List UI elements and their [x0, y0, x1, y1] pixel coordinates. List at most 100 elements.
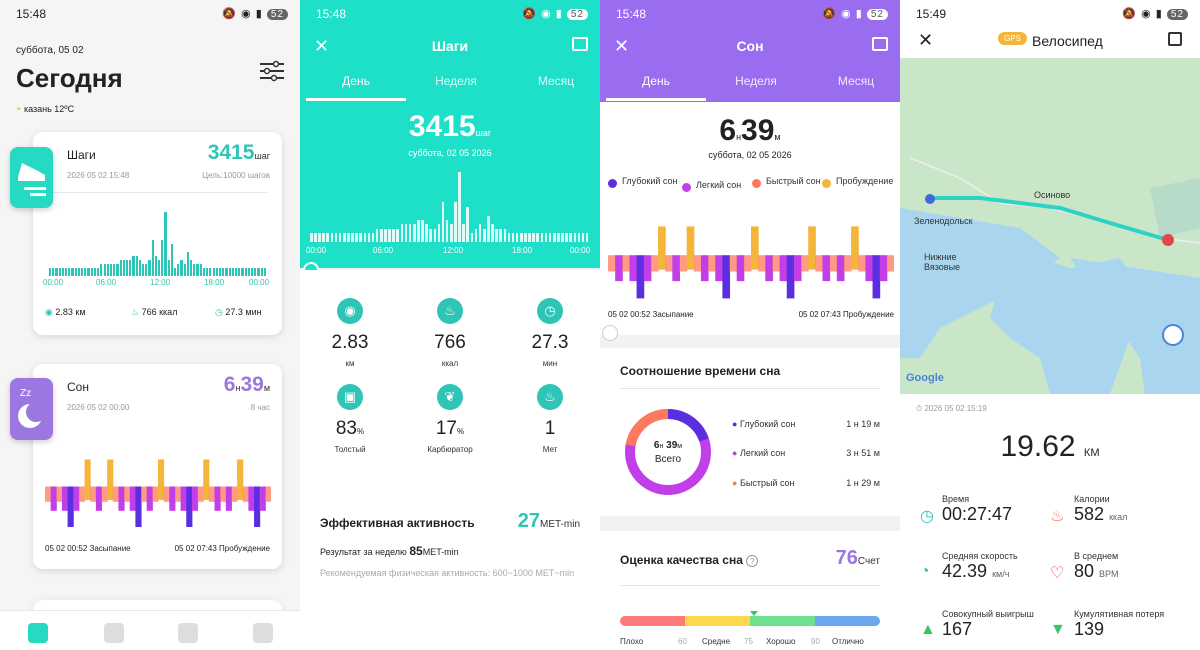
calendar-icon[interactable]	[872, 37, 888, 51]
dot-icon: ●	[732, 419, 738, 429]
step-bar	[254, 268, 257, 276]
step-bar	[470, 233, 474, 242]
bottom-nav	[0, 610, 300, 650]
ratio-row-rem: ● Быстрый сон 1 н 29 м	[732, 478, 880, 488]
step-bar	[202, 268, 206, 276]
settings-sliders-icon[interactable]	[260, 60, 284, 82]
steps-card[interactable]: Шаги 3415шаг 2026 05 02 15:48 Цель:10000…	[33, 132, 282, 335]
nav-sport-icon[interactable]	[104, 623, 124, 643]
nav-device-icon[interactable]	[178, 623, 198, 643]
step-bar	[49, 268, 52, 276]
step-bar	[119, 260, 122, 276]
ratio-row-deep: ● Глубокий сон 1 н 19 м	[732, 419, 880, 429]
tab-week[interactable]: Неделя	[435, 74, 477, 88]
tab-day[interactable]: День	[342, 74, 370, 88]
step-bar	[161, 240, 164, 276]
duration-stat: ◷ 27.3 мин	[215, 307, 262, 317]
heart-icon: ♡	[1050, 565, 1065, 582]
tab-month[interactable]: Месяц	[837, 74, 875, 88]
step-bar	[334, 233, 338, 242]
sleep-stage-bar	[815, 255, 823, 272]
weather-icon: ◓	[16, 104, 22, 114]
share-icon[interactable]	[1168, 32, 1182, 46]
sleep-stage-bar	[174, 486, 182, 502]
sleep-stage-bar	[135, 486, 142, 527]
close-icon[interactable]: ✕	[314, 36, 330, 56]
map-canvas	[900, 157, 1200, 394]
weather: ◓ казань 12ºC	[16, 104, 74, 114]
sleep-stage-bar	[237, 459, 244, 500]
quality-score: 76Счет	[835, 547, 880, 569]
sleep-stage-bar	[700, 255, 709, 282]
sleep-stage-bar	[56, 486, 63, 502]
screen-title: Сон	[736, 38, 764, 54]
step-bar	[77, 268, 81, 276]
sleep-stage-bar	[722, 255, 731, 299]
step-bar	[90, 268, 93, 276]
activity-panel: Эффективная активность 27MET-min Результ…	[300, 492, 600, 650]
week-result: Результат за неделю 85MET-min	[320, 544, 459, 558]
sleep-stage-bar	[779, 255, 788, 282]
divider	[49, 192, 267, 193]
calendar-icon[interactable]	[572, 37, 588, 51]
sleep-stage-bar	[107, 459, 114, 500]
step-bar	[97, 268, 100, 276]
legend-deep: Глубокий сон	[608, 176, 678, 188]
sleep-total: 6н39м	[719, 114, 781, 147]
tab-month[interactable]: Месяц	[537, 74, 575, 88]
step-bar	[330, 233, 334, 242]
sleep-stage-bar	[636, 255, 645, 299]
step-bar	[129, 260, 132, 276]
route-map[interactable]: Зеленодольск Осиново Нижние Вязовые Goog…	[900, 58, 1200, 394]
step-bar	[318, 233, 321, 242]
sleep-stage-bar	[67, 486, 74, 527]
sleep-card-timestamp: 2026 05 02 00:00	[67, 403, 130, 412]
step-bar	[396, 228, 400, 242]
metric-distance: ◉ 2.83 км	[300, 298, 400, 368]
step-bar	[561, 233, 564, 242]
dot-icon: ●	[732, 448, 738, 458]
tick-label: 00:00	[249, 278, 270, 287]
sleep-stage-bar	[708, 255, 716, 272]
sleep-stage-bar	[786, 255, 795, 299]
bike-screen: 15:49 🔕 ◉ ▮ 52 ✕ GPS Велосипед Зеленодоль…	[900, 0, 1200, 650]
sleep-stage-bar	[665, 255, 673, 272]
step-bar	[247, 268, 250, 276]
sleep-stage-bar	[758, 255, 766, 272]
moon-icon: Zz	[10, 378, 53, 440]
activity-value: 27MET-min	[517, 510, 580, 532]
divider	[620, 388, 880, 389]
step-bar	[158, 260, 161, 276]
map-label: Нижние Вязовые	[924, 252, 961, 272]
step-bar	[466, 206, 470, 242]
tab-day[interactable]: День	[642, 74, 670, 88]
close-icon[interactable]: ✕	[614, 36, 630, 56]
step-bar	[536, 233, 540, 242]
step-bar	[231, 268, 234, 276]
step-bar	[577, 233, 581, 242]
locate-icon[interactable]	[1162, 324, 1184, 346]
sleep-card[interactable]: Сон 6н39м 2026 05 02 00:00 8 час 05 02 0…	[33, 364, 282, 569]
nav-health-icon[interactable]	[28, 623, 48, 643]
sleep-stage-bar	[95, 486, 102, 511]
step-bar	[491, 224, 494, 242]
step-bar	[355, 233, 358, 242]
tab-indicator	[606, 98, 706, 101]
sleep-stage-bar	[61, 486, 69, 511]
map-label: Осиново	[1034, 190, 1071, 200]
sleep-stage-bar	[259, 486, 266, 511]
period-tabs: День Неделя Месяц	[300, 74, 600, 102]
help-icon[interactable]: ?	[746, 555, 759, 567]
timeline-handle[interactable]	[602, 325, 618, 341]
donut-center-label: Всего	[654, 454, 682, 465]
nav-profile-icon[interactable]	[253, 623, 273, 643]
step-bar	[425, 224, 428, 242]
step-bar	[100, 264, 103, 276]
tab-week[interactable]: Неделя	[735, 74, 777, 88]
step-bar	[404, 224, 408, 242]
step-bar	[145, 264, 148, 276]
step-bar	[367, 233, 371, 242]
sleep-stage-bar	[751, 226, 759, 270]
stat-time: ◷ Время 00:27:47	[920, 494, 1013, 525]
close-icon[interactable]: ✕	[918, 30, 934, 50]
